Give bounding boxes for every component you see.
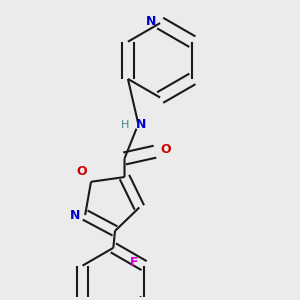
Text: O: O [76,165,87,178]
Text: N: N [136,118,147,131]
Text: N: N [70,208,80,222]
Text: N: N [146,15,156,28]
Text: H: H [121,120,130,130]
Text: O: O [160,143,171,157]
Text: F: F [130,256,138,269]
